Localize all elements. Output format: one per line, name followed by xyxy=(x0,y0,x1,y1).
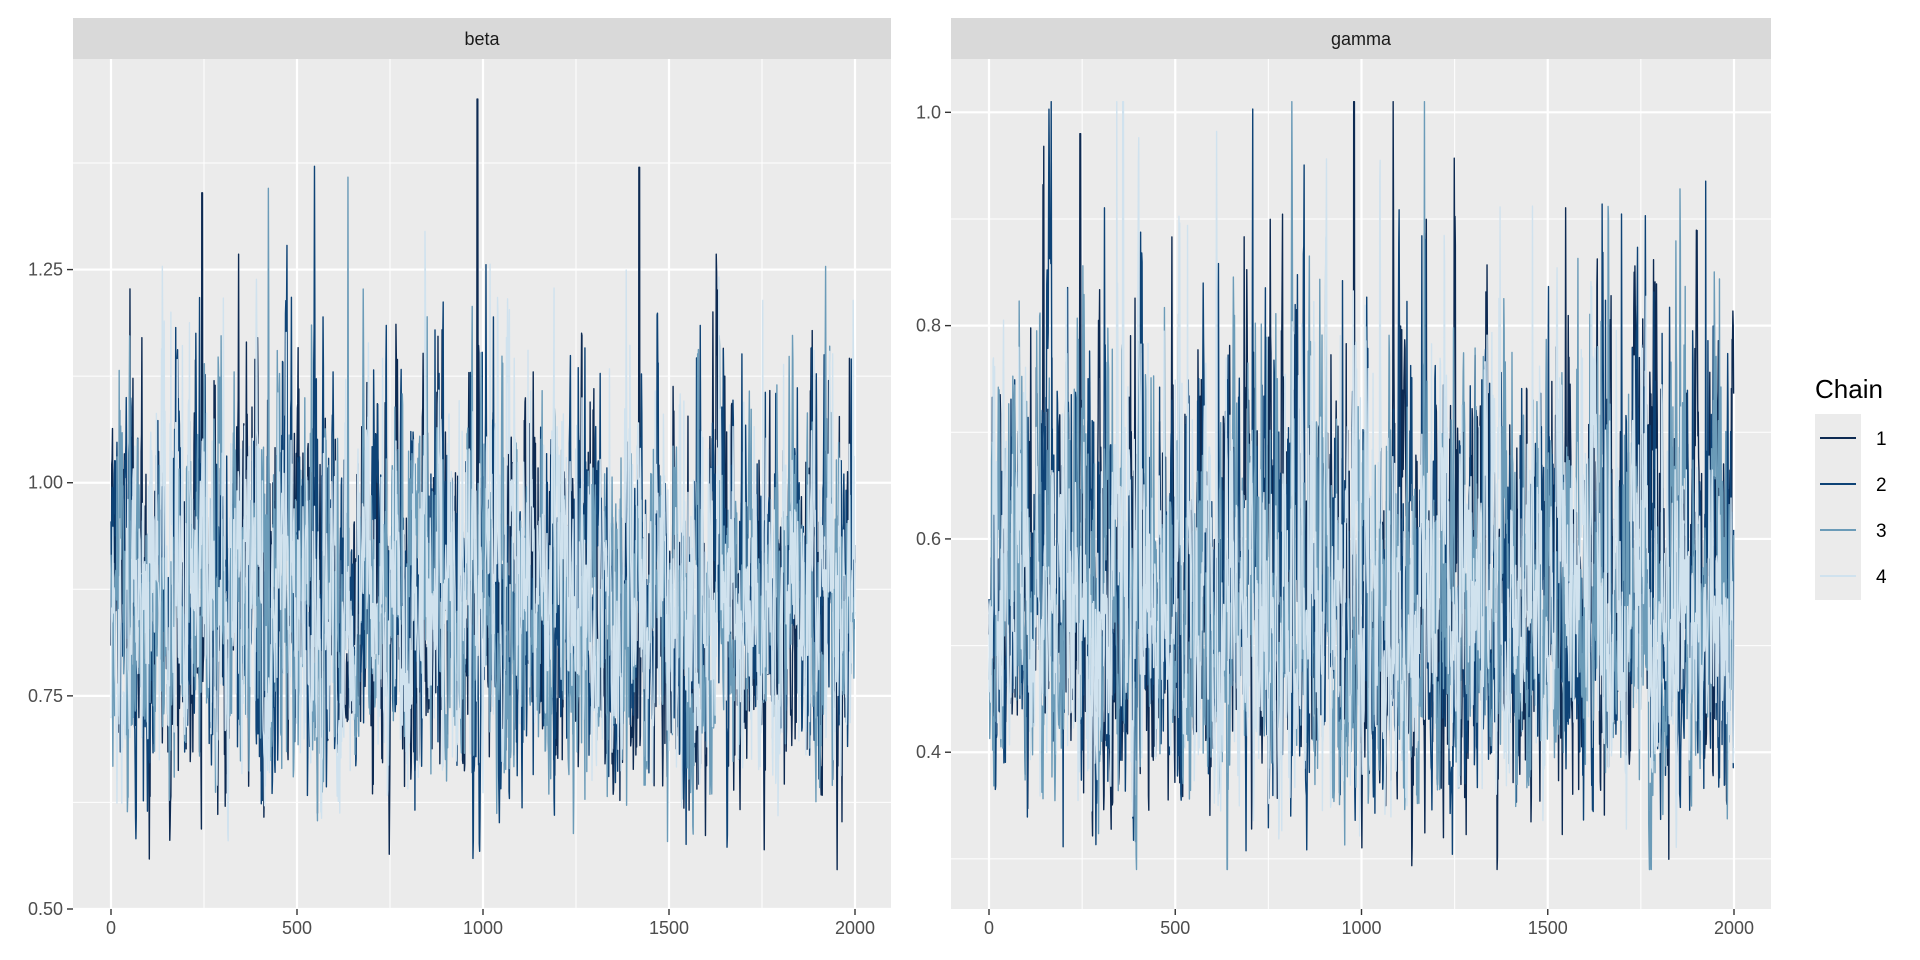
x-tick-label: 2000 xyxy=(835,918,875,938)
panel-gamma: gamma 0.4 0.6 0.8 1.0 0 500 1000 1500 2000 xyxy=(916,18,1771,938)
y-tick-label: 1.0 xyxy=(916,102,941,122)
y-tick-label: 0.6 xyxy=(916,529,941,549)
y-tick-label: 0.75 xyxy=(28,686,63,706)
legend-key-background xyxy=(1815,414,1861,600)
strip-background-gamma xyxy=(951,18,1771,59)
x-tick-label: 1000 xyxy=(1341,918,1381,938)
legend-title: Chain xyxy=(1815,374,1883,404)
strip-label-gamma: gamma xyxy=(1331,29,1392,49)
legend: Chain 1 2 3 4 xyxy=(1815,374,1887,600)
trace-beta-chain-4 xyxy=(110,230,856,842)
x-tick-label: 1000 xyxy=(463,918,503,938)
x-tick-label: 1500 xyxy=(1528,918,1568,938)
y-tick-label: 0.8 xyxy=(916,316,941,336)
panel-beta: beta 0.50 0.75 1.00 1.25 0 500 1000 1500 2000 xyxy=(28,18,891,938)
trace-gamma-chain-4 xyxy=(988,100,1735,849)
x-tick-label: 0 xyxy=(984,918,994,938)
x-tick-label: 0 xyxy=(106,918,116,938)
y-tick-label: 0.50 xyxy=(28,899,63,919)
legend-label-chain-3: 3 xyxy=(1876,521,1887,542)
x-tick-label: 2000 xyxy=(1714,918,1754,938)
strip-label-beta: beta xyxy=(464,29,500,49)
legend-label-chain-4: 4 xyxy=(1876,567,1887,588)
x-tick-label: 500 xyxy=(282,918,312,938)
y-tick-label: 0.4 xyxy=(916,742,941,762)
y-tick-label: 1.25 xyxy=(28,260,63,280)
strip-background-beta xyxy=(73,18,891,59)
x-tick-label: 1500 xyxy=(649,918,689,938)
legend-label-chain-2: 2 xyxy=(1876,475,1887,496)
x-tick-label: 500 xyxy=(1160,918,1190,938)
legend-label-chain-1: 1 xyxy=(1876,429,1887,450)
y-tick-label: 1.00 xyxy=(28,473,63,493)
